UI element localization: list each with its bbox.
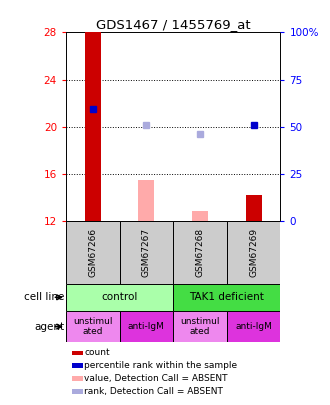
- Bar: [227, 221, 280, 284]
- Text: GSM67267: GSM67267: [142, 228, 151, 277]
- Bar: [119, 311, 173, 342]
- Bar: [227, 311, 280, 342]
- Text: unstimul
ated: unstimul ated: [73, 317, 113, 336]
- Bar: [138, 180, 154, 221]
- Bar: [66, 311, 119, 342]
- Bar: [192, 211, 208, 221]
- Bar: [85, 32, 101, 221]
- Text: GSM67269: GSM67269: [249, 228, 258, 277]
- Text: cell line: cell line: [24, 292, 64, 302]
- Bar: [173, 284, 280, 311]
- Text: TAK1 deficient: TAK1 deficient: [189, 292, 264, 302]
- Text: count: count: [84, 348, 110, 357]
- Bar: [73, 350, 83, 355]
- Text: percentile rank within the sample: percentile rank within the sample: [84, 361, 238, 370]
- Bar: [173, 221, 227, 284]
- Bar: [73, 389, 83, 394]
- Bar: [119, 221, 173, 284]
- Text: agent: agent: [34, 322, 64, 332]
- Text: anti-IgM: anti-IgM: [235, 322, 272, 331]
- Text: value, Detection Call = ABSENT: value, Detection Call = ABSENT: [84, 374, 228, 383]
- Bar: [173, 311, 227, 342]
- Title: GDS1467 / 1455769_at: GDS1467 / 1455769_at: [96, 18, 250, 31]
- Text: anti-IgM: anti-IgM: [128, 322, 165, 331]
- Text: GSM67266: GSM67266: [88, 228, 97, 277]
- Text: control: control: [101, 292, 138, 302]
- Text: GSM67268: GSM67268: [196, 228, 205, 277]
- Bar: [66, 221, 119, 284]
- Bar: [246, 195, 262, 221]
- Text: rank, Detection Call = ABSENT: rank, Detection Call = ABSENT: [84, 387, 223, 396]
- Bar: [73, 376, 83, 381]
- Text: unstimul
ated: unstimul ated: [180, 317, 220, 336]
- Bar: [66, 284, 173, 311]
- Bar: [73, 363, 83, 368]
